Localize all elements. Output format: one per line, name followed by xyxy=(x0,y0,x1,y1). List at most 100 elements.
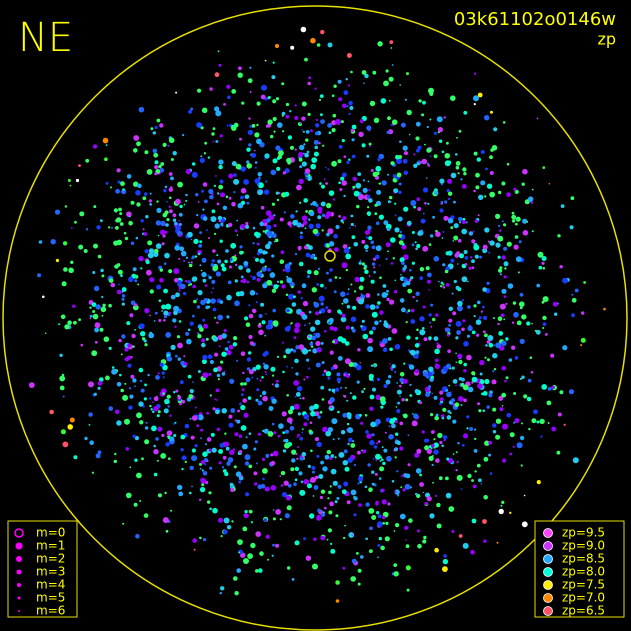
star xyxy=(264,334,267,337)
star xyxy=(452,453,455,455)
star xyxy=(116,420,122,426)
star xyxy=(189,389,194,394)
star xyxy=(237,539,243,545)
star xyxy=(255,292,258,295)
star xyxy=(377,41,383,47)
star xyxy=(233,191,236,194)
star xyxy=(521,182,525,186)
star xyxy=(370,279,375,284)
star xyxy=(375,394,381,400)
star xyxy=(395,438,398,441)
star xyxy=(442,407,447,412)
star xyxy=(462,217,466,221)
star xyxy=(383,448,388,453)
star xyxy=(347,427,354,434)
star xyxy=(457,238,462,243)
star xyxy=(239,137,242,141)
star xyxy=(462,167,467,172)
star xyxy=(348,373,351,376)
star xyxy=(482,287,487,292)
star xyxy=(319,410,323,414)
star xyxy=(341,180,348,186)
star xyxy=(486,340,491,344)
star xyxy=(258,314,263,318)
star xyxy=(276,166,281,171)
star xyxy=(136,412,142,419)
star xyxy=(249,125,253,128)
star xyxy=(175,292,180,298)
star xyxy=(477,92,483,98)
star xyxy=(379,460,382,462)
star xyxy=(350,283,353,286)
star xyxy=(170,344,176,350)
star xyxy=(290,348,294,352)
star xyxy=(489,171,494,175)
star xyxy=(178,491,184,497)
star xyxy=(495,418,502,424)
star xyxy=(266,230,273,237)
star xyxy=(209,87,213,91)
star xyxy=(162,392,165,395)
star xyxy=(254,132,260,138)
star xyxy=(382,338,388,344)
star xyxy=(344,524,346,527)
star xyxy=(335,580,340,585)
star xyxy=(435,313,439,317)
star xyxy=(169,414,172,417)
star xyxy=(375,254,380,260)
star xyxy=(179,402,182,406)
star xyxy=(366,433,372,439)
star xyxy=(114,264,119,269)
star xyxy=(382,347,388,353)
star xyxy=(501,340,507,346)
star xyxy=(267,119,273,125)
star xyxy=(559,390,564,395)
star xyxy=(464,263,468,266)
star xyxy=(262,395,268,402)
star xyxy=(350,222,354,227)
star xyxy=(122,522,125,525)
star xyxy=(286,505,292,511)
star xyxy=(272,422,275,426)
star xyxy=(422,305,426,309)
star xyxy=(432,317,436,322)
star xyxy=(267,241,272,246)
star xyxy=(375,459,378,461)
star xyxy=(398,234,402,238)
star xyxy=(316,43,321,47)
star xyxy=(320,535,326,541)
star xyxy=(280,250,285,254)
star xyxy=(144,192,148,196)
star xyxy=(253,447,257,451)
star xyxy=(434,363,440,369)
star xyxy=(226,525,232,530)
star xyxy=(357,568,362,573)
star xyxy=(218,164,223,170)
star xyxy=(304,152,309,158)
star xyxy=(255,398,259,402)
star xyxy=(332,113,337,118)
star xyxy=(331,388,336,393)
star xyxy=(522,230,529,236)
star xyxy=(502,423,508,430)
star xyxy=(340,176,345,181)
star xyxy=(259,258,265,264)
star xyxy=(301,428,304,431)
star xyxy=(491,145,498,151)
star xyxy=(450,258,455,263)
star xyxy=(242,526,248,532)
star xyxy=(272,374,275,377)
star xyxy=(520,464,523,467)
star xyxy=(211,447,217,453)
star xyxy=(432,481,434,484)
star xyxy=(157,493,163,498)
star xyxy=(139,500,142,502)
star xyxy=(422,327,425,330)
star xyxy=(328,241,335,247)
star xyxy=(245,378,249,381)
star xyxy=(521,314,527,320)
star xyxy=(328,131,332,134)
star xyxy=(388,99,391,102)
star xyxy=(61,373,65,377)
star xyxy=(275,509,281,515)
